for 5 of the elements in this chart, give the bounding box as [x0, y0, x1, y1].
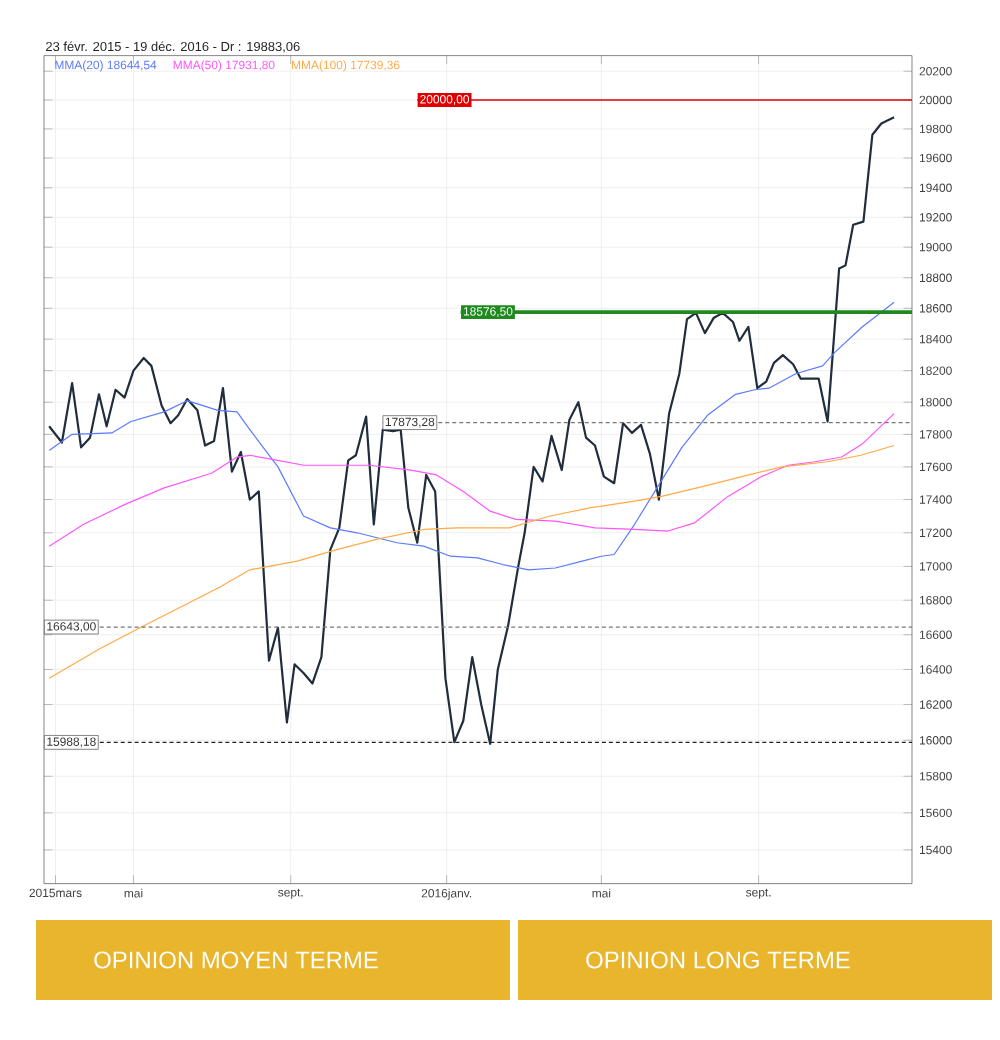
text: OPINION LONG TERME [586, 951, 850, 969]
line-series [48, 413, 895, 547]
line-series [48, 301, 895, 571]
text: OPINION MOYEN TERME [94, 951, 378, 969]
line-series [48, 444, 895, 679]
